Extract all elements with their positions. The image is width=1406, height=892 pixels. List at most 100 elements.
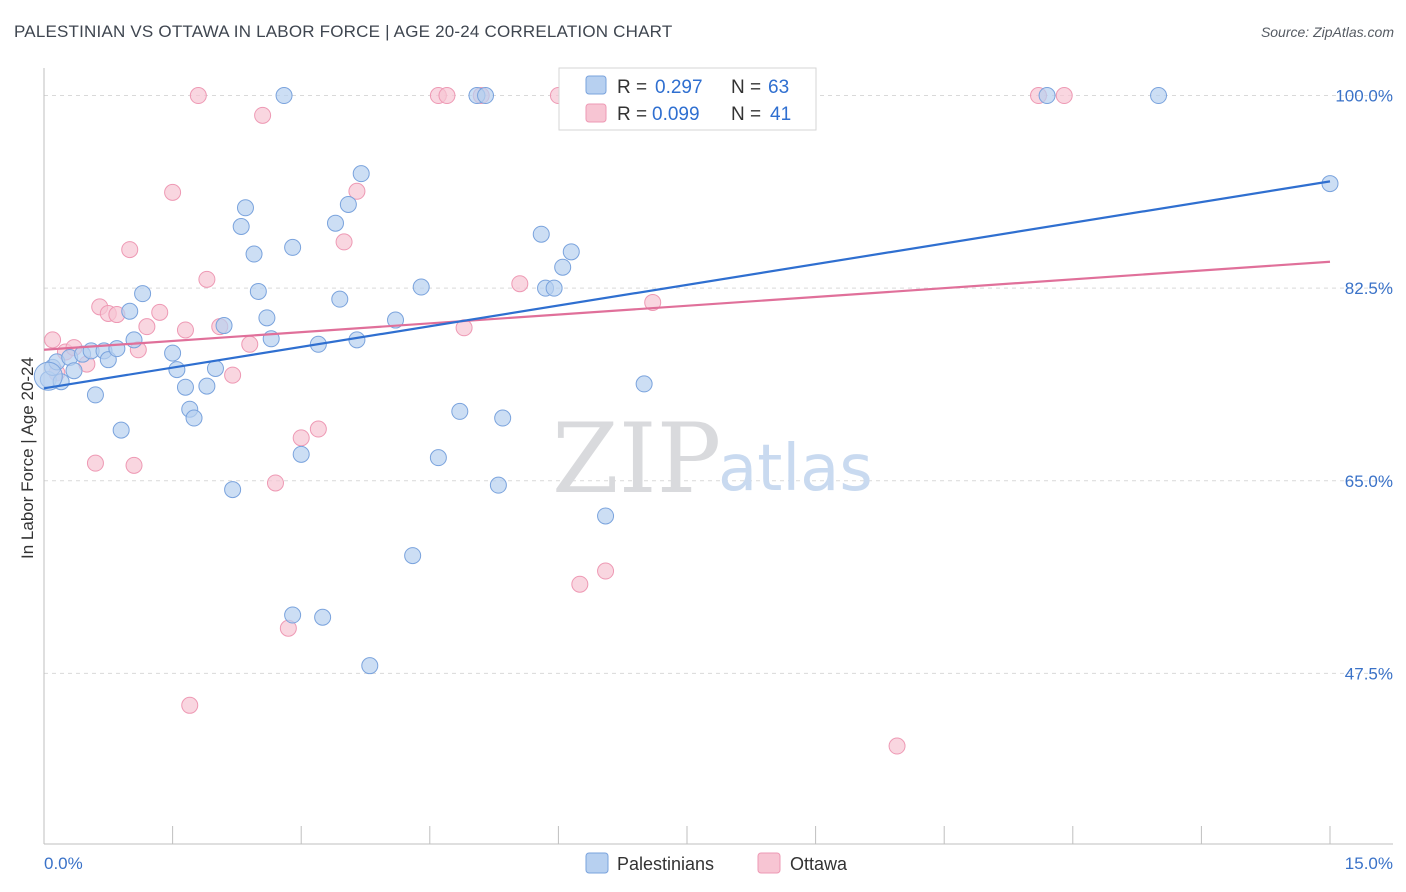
bottom-legend-ottawa: Ottawa <box>790 854 848 874</box>
palestinians-cluster-point <box>33 361 63 391</box>
ottawa-point <box>181 696 199 714</box>
palestinians-point <box>292 445 310 463</box>
legend-r-value-0: 0.297 <box>655 77 703 98</box>
palestinians-point <box>108 340 126 358</box>
palestinians-point <box>275 87 293 105</box>
palestinians-point <box>86 386 104 404</box>
y-tick-label-2: 82.5% <box>1345 279 1393 298</box>
ottawa-point <box>597 562 615 580</box>
ottawa-point <box>266 474 284 492</box>
watermark-zip: ZIP <box>552 403 721 515</box>
palestinians-point <box>554 258 572 276</box>
ottawa-point <box>438 87 456 105</box>
palestinians-point <box>597 507 615 525</box>
x-tick-label-min: 0.0% <box>44 854 83 873</box>
palestinians-point <box>635 375 653 393</box>
palestinians-point <box>314 608 332 626</box>
ottawa-point <box>189 87 207 105</box>
palestinians-point <box>112 421 130 439</box>
palestinians-point <box>258 309 276 327</box>
bottom-legend-swatch-ottawa <box>757 852 781 874</box>
palestinians-point <box>168 361 186 379</box>
legend-n-label-0: N = <box>731 77 761 98</box>
ottawa-point <box>571 575 589 593</box>
bottom-legend-swatch-palestinians <box>585 852 609 874</box>
bottom-legend-palestinians: Palestinians <box>617 854 714 874</box>
chart-title: PALESTINIAN VS OTTAWA IN LABOR FORCE | A… <box>14 22 673 41</box>
trend-lines <box>43 180 1331 390</box>
y-tick-label-0: 47.5% <box>1345 664 1393 683</box>
palestinians-point <box>185 409 203 427</box>
ottawa-point <box>224 366 242 384</box>
ottawa-point <box>644 293 662 311</box>
palestinians-point <box>215 317 233 335</box>
palestinians-point <box>477 87 495 105</box>
source-label: Source: ZipAtlas.com <box>1260 24 1394 40</box>
ottawa-point <box>292 429 310 447</box>
palestinians-point <box>284 238 302 256</box>
axes <box>43 68 1393 845</box>
legend-n-value-0: 63 <box>768 77 789 98</box>
palestinians-point <box>489 476 507 494</box>
ottawa-point <box>309 420 327 438</box>
palestinians-point <box>404 547 422 565</box>
palestinians-point <box>249 282 267 300</box>
palestinians-point <box>352 165 370 183</box>
y-tick-label-3: 100.0% <box>1335 87 1393 106</box>
bottom-legend: Palestinians Ottawa <box>585 852 848 874</box>
legend-r-label-0: R = <box>617 77 647 98</box>
ottawa-point <box>511 275 529 293</box>
palestinians-point <box>532 225 550 243</box>
watermark-atlas: atlas <box>718 432 873 506</box>
palestinians-point <box>245 245 263 263</box>
palestinians-point <box>206 359 224 377</box>
legend-n-label-1: N = <box>731 104 761 125</box>
watermark: ZIP atlas <box>552 403 873 515</box>
ottawa-point <box>44 331 62 349</box>
ottawa-point <box>86 454 104 472</box>
ottawa-point <box>151 303 169 321</box>
palestinians-point <box>1150 87 1168 105</box>
legend-swatch-ottawa <box>585 103 607 123</box>
palestinians-point <box>1038 87 1056 105</box>
palestinians-point <box>65 362 83 380</box>
palestinians-point <box>1321 175 1339 193</box>
palestinians-series <box>33 87 1339 675</box>
ottawa-point <box>888 737 906 755</box>
palestinians-point <box>326 214 344 232</box>
legend-n-value-1: 41 <box>770 104 791 125</box>
ottawa-point <box>121 241 139 259</box>
palestinians-point <box>331 290 349 308</box>
palestinians-point <box>545 279 563 297</box>
palestinians-point <box>387 311 405 329</box>
ottawa-trend-line <box>43 260 1331 351</box>
palestinians-point <box>562 243 580 261</box>
ottawa-point <box>1055 87 1073 105</box>
ottawa-point <box>164 183 182 201</box>
ottawa-point <box>176 321 194 339</box>
palestinians-trend-line <box>43 180 1331 390</box>
gridlines <box>44 95 1393 674</box>
legend: R = 0.297 N = 63 R = 0.099 N = 41 <box>558 67 817 131</box>
ottawa-point <box>138 318 156 336</box>
palestinians-point <box>361 657 379 675</box>
palestinians-point <box>176 378 194 396</box>
palestinians-point <box>339 195 357 213</box>
legend-r-value-1: 0.099 <box>652 104 700 125</box>
palestinians-point <box>134 285 152 303</box>
ottawa-point <box>348 182 366 200</box>
palestinians-point <box>284 606 302 624</box>
x-tick-label-max: 15.0% <box>1345 854 1393 873</box>
legend-swatch-palestinians <box>585 75 607 95</box>
ottawa-point <box>241 335 259 353</box>
y-axis-label: In Labor Force | Age 20-24 <box>18 357 37 559</box>
ottawa-point <box>198 270 216 288</box>
palestinians-point <box>164 344 182 362</box>
palestinians-point <box>429 449 447 467</box>
palestinians-point <box>412 278 430 296</box>
ottawa-point <box>254 106 272 124</box>
y-tick-labels: 47.5% 65.0% 82.5% 100.0% <box>1335 87 1393 684</box>
palestinians-point <box>232 217 250 235</box>
ottawa-point <box>125 456 143 474</box>
